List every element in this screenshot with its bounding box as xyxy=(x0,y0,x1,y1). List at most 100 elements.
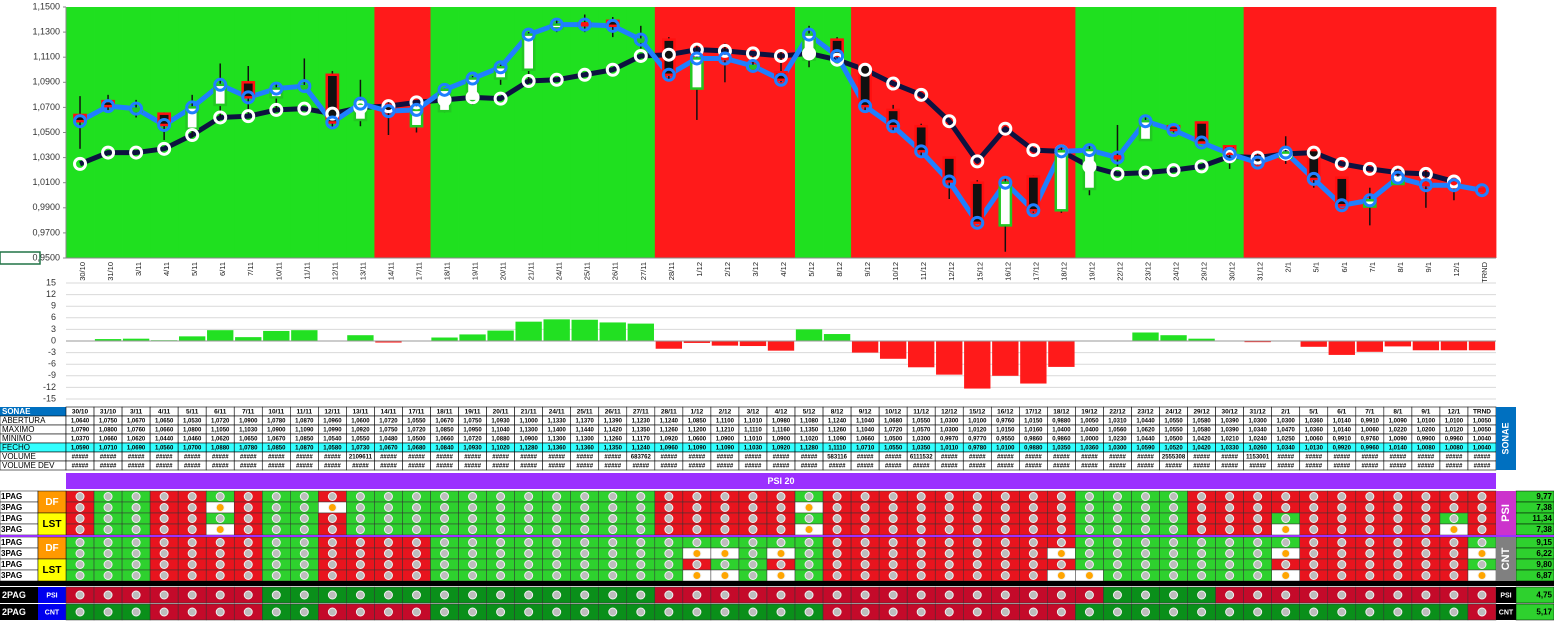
signal-cell-dot xyxy=(1337,492,1347,501)
table-value: 1,0360 xyxy=(1080,446,1099,452)
x-tick-label: TRND xyxy=(1480,261,1489,282)
table-value: ##### xyxy=(268,464,285,470)
table-value: ##### xyxy=(773,464,790,470)
table-value: 1,0580 xyxy=(323,446,342,452)
table-header: 31/10 xyxy=(100,409,117,416)
signal-cell-dot xyxy=(440,503,450,512)
candle-body xyxy=(1026,175,1041,212)
signal-cell-dot xyxy=(664,560,674,569)
total-cell-dot xyxy=(411,590,421,600)
signal-cell-dot xyxy=(468,525,478,534)
line-point xyxy=(129,101,144,116)
x-tick-label: 11/12 xyxy=(919,262,928,280)
signal-cell-dot xyxy=(1225,571,1235,580)
table-value: ##### xyxy=(240,464,257,470)
line-point xyxy=(689,51,704,66)
signal-cell-dot xyxy=(1112,560,1122,569)
line-point xyxy=(1334,156,1349,171)
line-point xyxy=(1110,150,1125,165)
table-value: 1,0500 xyxy=(407,437,426,443)
background-band xyxy=(1439,7,1469,258)
table-value: 0,9910 xyxy=(1361,419,1380,425)
signal-cell-dot xyxy=(944,525,954,534)
candle-body xyxy=(830,38,844,58)
table-value: 0,9860 xyxy=(1052,437,1071,443)
signal-label: 1PAG xyxy=(1,514,22,523)
signal-cell-dot xyxy=(748,514,758,523)
table-value: 1,0620 xyxy=(211,437,230,443)
table-value: 1,1420 xyxy=(604,428,623,434)
table-value: 1,0060 xyxy=(1305,437,1324,443)
total-cell-dot xyxy=(636,607,646,617)
line-point xyxy=(493,91,508,106)
total-cell-dot xyxy=(1112,607,1122,617)
table-value: ##### xyxy=(1221,464,1238,470)
table-value: 1,0700 xyxy=(183,446,202,452)
table-value: 1,0400 xyxy=(1052,428,1071,434)
background-band xyxy=(1327,7,1357,258)
signal-cell-dot xyxy=(1365,492,1375,501)
table-value: 1,0300 xyxy=(940,419,959,425)
table-value: 1,0480 xyxy=(379,437,398,443)
signal-cell-dot xyxy=(1028,549,1038,558)
total-cell-dot xyxy=(1253,607,1263,617)
table-value: ##### xyxy=(717,455,734,461)
table-value: ##### xyxy=(464,464,481,470)
table-value: 1,0390 xyxy=(1220,419,1239,425)
signal-cell-dot xyxy=(327,538,337,547)
table-value: ##### xyxy=(1025,455,1042,461)
table-value: ##### xyxy=(604,464,621,470)
signal-cell-dot xyxy=(187,560,197,569)
total-cell-dot xyxy=(692,607,702,617)
table-value: 2109611 xyxy=(349,455,373,461)
signal-cell-dot xyxy=(664,549,674,558)
y-tick-label: -12 xyxy=(43,382,56,392)
signal-tag: DF xyxy=(45,543,58,554)
candle-body xyxy=(1334,176,1349,207)
line-point xyxy=(689,42,704,57)
signal-cell-dot xyxy=(860,514,870,523)
total-cell-dot xyxy=(1000,607,1010,617)
table-value: 1,0550 xyxy=(1164,428,1183,434)
signal-cell-dot xyxy=(636,492,646,501)
total-cell-dot xyxy=(75,590,85,600)
signal-cell-dot xyxy=(159,538,169,547)
score: 9,15 xyxy=(1536,538,1552,547)
table-value: ##### xyxy=(184,455,201,461)
table-value: 1,1240 xyxy=(828,419,847,425)
signal-cell-dot xyxy=(1056,503,1066,512)
signal-label: 3PAG xyxy=(1,525,22,534)
total-cell-dot xyxy=(1225,590,1235,600)
x-tick-label: 25/11 xyxy=(583,262,592,280)
table-value: ##### xyxy=(885,455,902,461)
table-header: 10/11 xyxy=(268,409,284,416)
signal-cell-dot xyxy=(1112,514,1122,523)
table-value: ##### xyxy=(184,464,201,470)
line-point xyxy=(129,145,144,160)
signal-cell-dot xyxy=(944,549,954,558)
table-value: 1,0650 xyxy=(155,419,174,425)
signal-cell-dot xyxy=(75,538,85,547)
signal-cell-dot xyxy=(243,492,253,501)
table-value: ##### xyxy=(1025,464,1042,470)
signal-cell-dot xyxy=(1056,525,1066,534)
score-cell xyxy=(1515,603,1554,621)
signal-cell-dot xyxy=(1028,503,1038,512)
table-value: 1,0550 xyxy=(912,419,931,425)
signal-cell-dot xyxy=(748,492,758,501)
signal-cell-dot xyxy=(944,571,954,580)
table-value: 0,9960 xyxy=(1445,437,1464,443)
signal-cell-dot xyxy=(552,492,562,501)
signal-cell-dot xyxy=(1028,560,1038,569)
signal-cell-dot xyxy=(776,492,786,501)
x-tick-label: 9/12 xyxy=(863,262,872,277)
line-point xyxy=(325,115,340,130)
y-tick-label: 1,1500 xyxy=(32,1,60,11)
total-cell-dot xyxy=(496,607,506,617)
table-value: ##### xyxy=(380,464,397,470)
table-value: 1,0340 xyxy=(1248,428,1267,434)
table-value: ##### xyxy=(492,455,509,461)
y-tick-label: 1,1300 xyxy=(32,26,60,36)
table-value: ##### xyxy=(801,464,818,470)
table-value: 1,0300 xyxy=(1108,446,1127,452)
